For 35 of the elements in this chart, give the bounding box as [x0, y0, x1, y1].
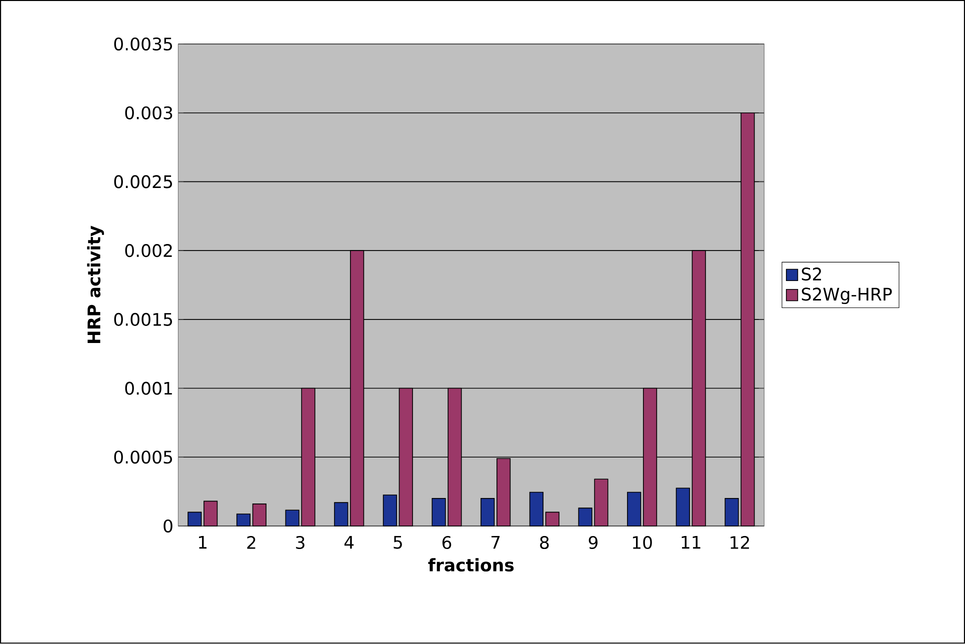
y-tick-label: 0.0025: [114, 175, 172, 188]
bar: [236, 514, 251, 527]
y-tick-label: 0.003: [125, 106, 172, 120]
x-tick-label: 8: [540, 536, 549, 550]
x-tick-label: 7: [492, 536, 500, 549]
bar: [529, 492, 544, 527]
bar: [204, 500, 218, 527]
x-tick-label: 6: [442, 536, 452, 550]
x-axis-title: fractions: [428, 558, 514, 572]
legend-label: S2Wg-HRP: [802, 288, 892, 304]
bar: [188, 512, 202, 527]
y-tick-label: 0.001: [125, 382, 172, 395]
x-tick-label: 1: [199, 536, 207, 549]
x-tick-label: 12: [730, 536, 749, 549]
bar: [627, 492, 642, 527]
bar: [334, 502, 348, 527]
x-tick-label: 10: [632, 536, 652, 550]
bar: [545, 512, 560, 527]
x-tick-label: 9: [588, 536, 598, 550]
bar: [252, 504, 266, 527]
y-tick-label: 0.002: [125, 244, 172, 258]
y-axis-title: HRP activity: [87, 226, 104, 344]
y-tick-label: 0.0015: [114, 313, 172, 326]
y-tick-label: 0.0005: [114, 450, 172, 464]
x-tick-label: 4: [344, 536, 354, 549]
x-tick-label: 11: [682, 536, 700, 549]
legend-label: S2: [802, 268, 821, 281]
y-tick-label: 0.0035: [114, 38, 172, 51]
y-tick-label: 0: [164, 520, 172, 533]
bar: [382, 494, 397, 527]
bar: [480, 498, 495, 527]
x-tick-label: 5: [394, 536, 402, 549]
x-tick-label: 3: [296, 536, 304, 550]
x-tick-label: 2: [247, 536, 256, 549]
bar: [676, 488, 690, 527]
